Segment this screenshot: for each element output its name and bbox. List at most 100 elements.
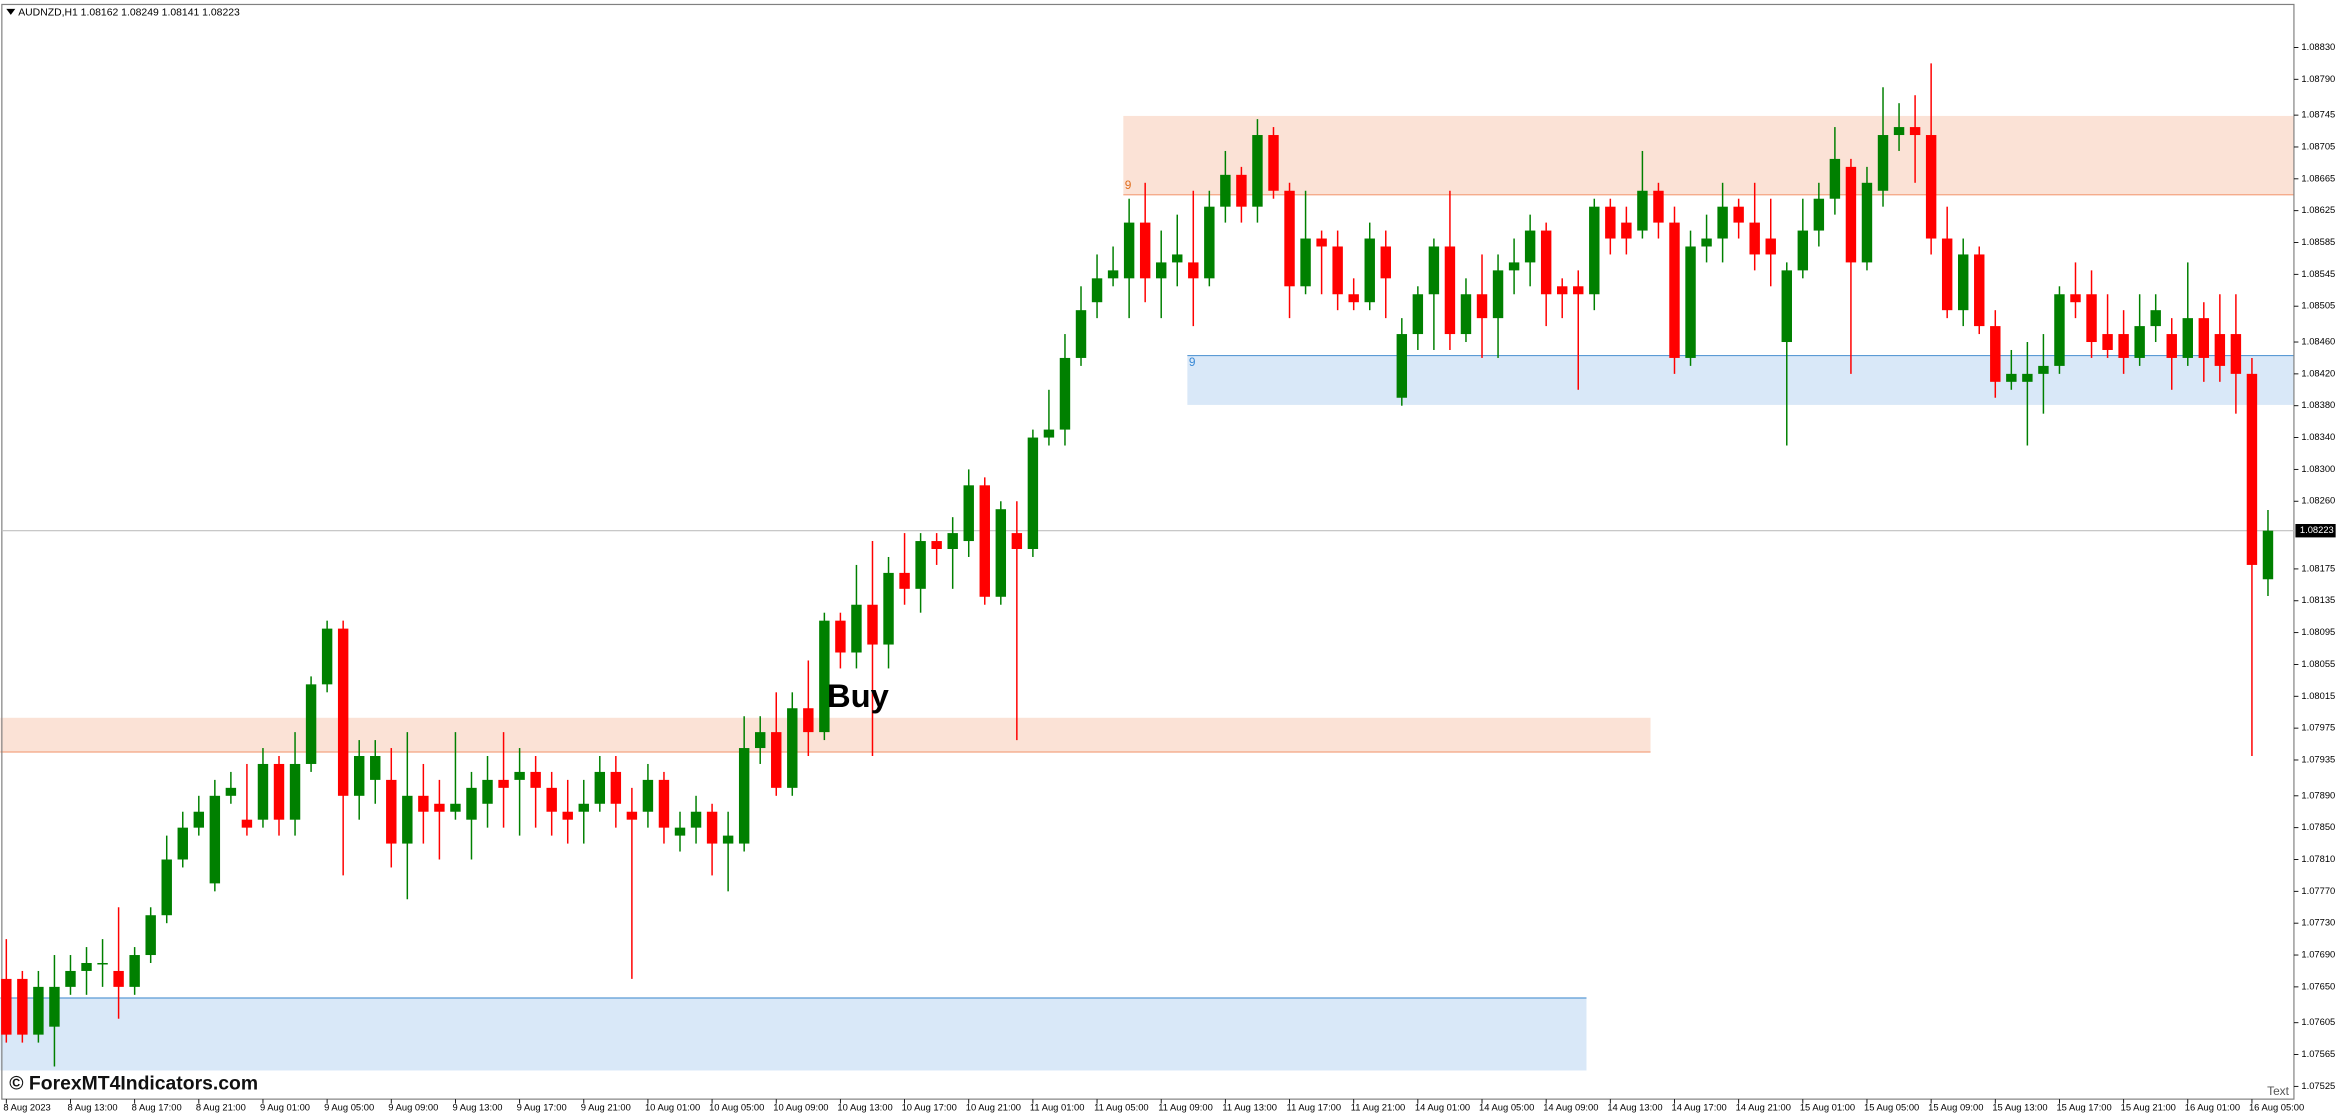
candle-body <box>161 859 172 916</box>
y-tick-label: 1.08300 <box>2301 464 2335 474</box>
candle-body <box>1669 222 1680 358</box>
x-tick-label: 10 Aug 09:00 <box>773 1103 828 1113</box>
candle-body <box>129 955 140 987</box>
candle-body <box>1075 310 1087 358</box>
candle-body <box>257 763 269 820</box>
candle-body <box>2214 334 2226 366</box>
candle-body <box>1332 246 1343 295</box>
candle-body <box>2102 334 2113 350</box>
x-tick-label: 10 Aug 05:00 <box>709 1103 764 1113</box>
current-price-box <box>2295 523 2336 538</box>
candle-body <box>1813 198 1825 231</box>
y-tick-label: 1.08665 <box>2301 173 2335 183</box>
plot-frame <box>1 3 2295 1100</box>
x-tick-label: 8 Aug 17:00 <box>132 1103 182 1113</box>
x-tick-label: 10 Aug 21:00 <box>966 1103 1021 1113</box>
candle-body <box>337 628 349 796</box>
y-tick-label: 1.07975 <box>2301 723 2335 733</box>
candle-body <box>1733 206 1744 223</box>
candle-body <box>1476 294 1488 319</box>
candle-body <box>1444 246 1456 335</box>
candle-body <box>1637 190 1648 231</box>
x-tick-label: 15 Aug 17:00 <box>2056 1103 2111 1113</box>
candle-body <box>2166 334 2177 358</box>
x-tick-label: 14 Aug 05:00 <box>1479 1103 1534 1113</box>
candle-body <box>963 485 974 542</box>
y-tick-label: 1.08745 <box>2301 110 2335 120</box>
candle-body <box>2246 373 2258 565</box>
candle-body <box>1123 222 1135 279</box>
menu-triangle[interactable] <box>6 8 16 15</box>
y-tick-label: 1.07935 <box>2301 754 2335 764</box>
candle-body <box>2198 318 2210 358</box>
x-tick-label: 15 Aug 13:00 <box>1992 1103 2047 1113</box>
candle-body <box>1236 174 1247 207</box>
x-tick-label: 10 Aug 01:00 <box>645 1103 700 1113</box>
y-tick-label: 1.08705 <box>2301 141 2335 151</box>
candle-body <box>1252 135 1263 207</box>
x-tick-label: 9 Aug 17:00 <box>517 1103 567 1113</box>
x-tick-label: 14 Aug 17:00 <box>1672 1103 1727 1113</box>
candle-body <box>1589 206 1600 295</box>
candle-body <box>690 811 702 828</box>
candle-body <box>1765 238 1776 255</box>
candle-body <box>1925 135 1937 239</box>
candle-body <box>386 779 397 844</box>
candle-body <box>2022 373 2033 382</box>
candle-body <box>642 779 654 812</box>
candle-body <box>1556 286 1568 295</box>
candle-body <box>674 827 686 836</box>
y-tick-label: 1.08015 <box>2301 691 2335 701</box>
candle-body <box>1188 262 1199 279</box>
x-tick-label: 14 Aug 09:00 <box>1543 1103 1598 1113</box>
y-tick-label: 1.07850 <box>2301 822 2335 832</box>
y-tick-label: 1.07525 <box>2301 1081 2335 1091</box>
candle-body <box>2086 294 2097 343</box>
candle-body <box>1460 294 1472 335</box>
candle-body <box>867 604 878 645</box>
annotation: Buy <box>827 677 890 714</box>
y-tick-label: 1.07890 <box>2301 790 2335 800</box>
y-tick-label: 1.08505 <box>2301 301 2335 311</box>
y-tick-label: 1.08830 <box>2301 42 2335 52</box>
y-tick-label: 1.08460 <box>2301 337 2335 347</box>
y-tick-label: 1.08260 <box>2301 496 2335 506</box>
candle-body <box>49 986 60 1027</box>
candle-body <box>1011 533 1023 550</box>
candle-body <box>1653 190 1664 223</box>
candle-body <box>2006 373 2017 382</box>
candle-body <box>562 811 573 820</box>
x-tick-label: 8 Aug 2023 <box>3 1103 50 1113</box>
candle-body <box>706 811 718 844</box>
y-tick-label: 1.07605 <box>2301 1017 2335 1027</box>
candle-body <box>177 827 188 860</box>
zone-label: 9 <box>1189 355 1196 369</box>
candle-body <box>1364 238 1375 303</box>
candle-body <box>947 533 958 550</box>
candle-body <box>1268 135 1279 191</box>
candle-body <box>1396 334 1408 398</box>
y-tick-label: 1.08545 <box>2301 269 2335 279</box>
x-tick-label: 11 Aug 21:00 <box>1351 1103 1406 1113</box>
candle-body <box>193 811 205 828</box>
candle-body <box>1524 230 1536 263</box>
candle-body <box>273 763 285 820</box>
candle-body <box>1829 158 1841 199</box>
candle-body <box>771 732 782 788</box>
y-tick-label: 1.07565 <box>2301 1049 2335 1059</box>
candle-body <box>1428 246 1440 295</box>
candle-body <box>370 756 381 780</box>
candle-body <box>1316 238 1327 247</box>
x-tick-label: 11 Aug 17:00 <box>1287 1103 1342 1113</box>
candle-body <box>1958 254 1969 311</box>
candle-body <box>17 978 28 1035</box>
candle-body <box>2230 334 2242 374</box>
candle-body <box>658 779 670 828</box>
x-tick-label: 8 Aug 21:00 <box>196 1103 246 1113</box>
candle-body <box>1043 429 1055 438</box>
candle-body <box>1861 182 1873 263</box>
candle-body <box>1540 230 1552 295</box>
candle-body <box>289 763 301 820</box>
y-tick-label: 1.07650 <box>2301 981 2335 991</box>
candle-body <box>1492 270 1504 319</box>
